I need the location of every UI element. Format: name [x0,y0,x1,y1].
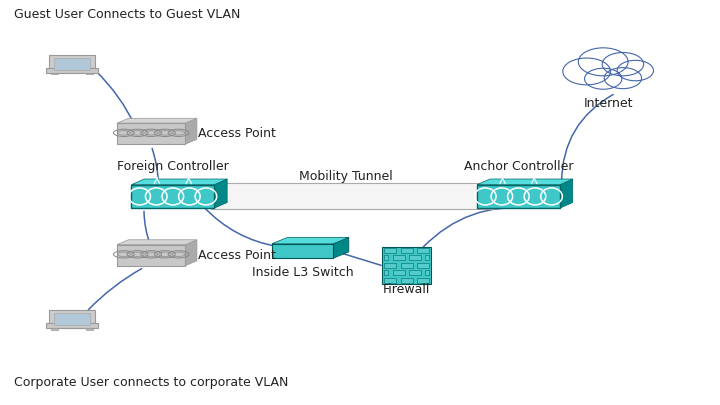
FancyBboxPatch shape [382,247,431,284]
FancyArrowPatch shape [562,94,613,181]
Circle shape [578,48,628,76]
FancyBboxPatch shape [50,73,58,75]
FancyBboxPatch shape [132,185,215,208]
FancyBboxPatch shape [272,244,333,258]
FancyBboxPatch shape [417,248,429,253]
Circle shape [602,53,644,76]
Circle shape [585,68,622,89]
Ellipse shape [207,183,218,209]
Text: Guest User Connects to Guest VLAN: Guest User Connects to Guest VLAN [14,8,240,21]
FancyBboxPatch shape [401,278,413,283]
Polygon shape [272,237,348,244]
FancyBboxPatch shape [117,245,185,266]
Text: Corporate User connects to corporate VLAN: Corporate User connects to corporate VLA… [14,376,289,389]
FancyArrowPatch shape [152,148,158,181]
Polygon shape [560,179,573,208]
Polygon shape [117,240,197,245]
Text: Mobility Tunnel: Mobility Tunnel [299,170,392,183]
Polygon shape [477,179,573,185]
Polygon shape [186,240,197,266]
FancyBboxPatch shape [426,255,429,260]
FancyBboxPatch shape [50,328,58,330]
FancyArrowPatch shape [96,71,135,127]
Text: Internet: Internet [584,97,633,110]
FancyBboxPatch shape [49,310,95,328]
Text: Access Point: Access Point [198,127,276,140]
Ellipse shape [487,183,499,209]
FancyArrowPatch shape [423,207,530,247]
FancyBboxPatch shape [477,185,560,208]
Polygon shape [186,118,197,144]
FancyBboxPatch shape [117,123,185,144]
FancyArrowPatch shape [89,269,142,310]
FancyBboxPatch shape [417,278,429,283]
FancyBboxPatch shape [55,58,89,70]
Circle shape [563,58,611,85]
Circle shape [617,60,654,81]
FancyBboxPatch shape [384,278,397,283]
Text: Inside L3 Switch: Inside L3 Switch [251,266,354,279]
FancyBboxPatch shape [401,248,413,253]
Text: Access Point: Access Point [198,249,276,262]
Polygon shape [117,118,197,123]
FancyBboxPatch shape [426,270,429,275]
FancyBboxPatch shape [86,73,94,75]
FancyBboxPatch shape [384,270,388,275]
Text: Foreign Controller: Foreign Controller [117,160,229,173]
Polygon shape [333,237,348,258]
FancyArrowPatch shape [144,211,150,245]
Circle shape [604,68,642,89]
FancyBboxPatch shape [46,68,98,73]
FancyBboxPatch shape [392,255,405,260]
FancyBboxPatch shape [417,263,429,268]
FancyBboxPatch shape [384,263,397,268]
Text: Anchor Controller: Anchor Controller [464,160,573,173]
Polygon shape [215,179,228,208]
FancyBboxPatch shape [409,270,421,275]
FancyBboxPatch shape [401,263,413,268]
Polygon shape [212,183,493,209]
Polygon shape [132,179,228,185]
FancyBboxPatch shape [55,313,89,325]
FancyBboxPatch shape [392,270,405,275]
FancyBboxPatch shape [384,248,397,253]
FancyBboxPatch shape [46,323,98,328]
FancyBboxPatch shape [86,328,94,330]
FancyBboxPatch shape [384,255,388,260]
FancyBboxPatch shape [49,55,95,72]
Text: Firewall: Firewall [383,283,431,296]
FancyBboxPatch shape [409,255,421,260]
FancyArrowPatch shape [204,207,278,247]
